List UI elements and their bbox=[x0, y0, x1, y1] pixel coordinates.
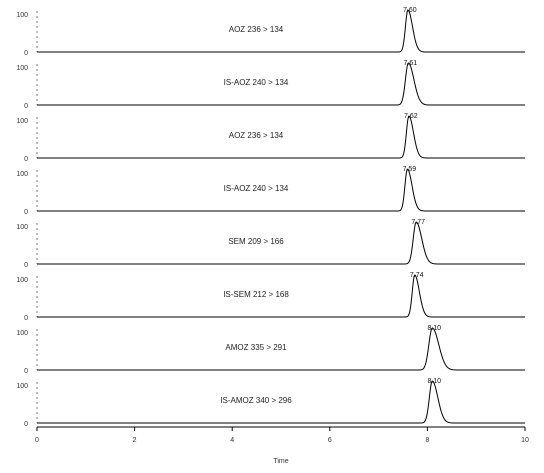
peak-time-label: 7.60 bbox=[403, 7, 417, 14]
trace-line bbox=[37, 168, 525, 212]
trace-line bbox=[37, 221, 525, 265]
peak-time-label: 7.62 bbox=[404, 113, 418, 120]
trace-line bbox=[37, 9, 525, 53]
transition-label: SEM 209 > 166 bbox=[228, 237, 284, 246]
panel-ymin-label: 0 bbox=[24, 209, 28, 216]
peak-time-label: 7.74 bbox=[410, 272, 424, 279]
panel-ymin-label: 0 bbox=[24, 50, 28, 57]
x-tick-label: 10 bbox=[521, 437, 529, 444]
panel-8: 100 0 8.10 IS-AMOZ 340 > 296 bbox=[16, 378, 525, 428]
panels-group: 100 0 7.60 AOZ 236 > 134 100 0 7.61 IS-AOZ 240 … bbox=[16, 7, 525, 428]
panel-ymin-label: 0 bbox=[24, 156, 28, 163]
transition-label: AOZ 236 > 134 bbox=[229, 25, 284, 34]
panel-4: 100 0 7.59 IS-AOZ 240 > 134 bbox=[16, 166, 525, 216]
x-tick-label: 4 bbox=[230, 437, 234, 444]
transition-label: IS-AOZ 240 > 134 bbox=[224, 184, 289, 193]
x-axis: 0 2 4 6 8 10 Time bbox=[35, 426, 529, 465]
panel-3: 100 0 7.62 AOZ 236 > 134 bbox=[16, 113, 525, 163]
panel-7: 100 0 8.10 AMOZ 335 > 291 bbox=[16, 325, 525, 375]
panel-5: 100 0 7.77 SEM 209 > 166 bbox=[16, 219, 525, 269]
panel-ymax-label: 100 bbox=[16, 330, 28, 337]
panel-6: 100 0 7.74 IS-SEM 212 > 168 bbox=[16, 272, 525, 322]
transition-label: IS-AMOZ 340 > 296 bbox=[220, 396, 292, 405]
transition-label: AMOZ 335 > 291 bbox=[225, 343, 287, 352]
panel-ymin-label: 0 bbox=[24, 103, 28, 110]
panel-ymin-label: 0 bbox=[24, 262, 28, 269]
panel-ymax-label: 100 bbox=[16, 65, 28, 72]
panel-ymax-label: 100 bbox=[16, 12, 28, 19]
trace-line bbox=[37, 62, 525, 106]
x-tick-label: 2 bbox=[133, 437, 137, 444]
panel-1: 100 0 7.60 AOZ 236 > 134 bbox=[16, 7, 525, 57]
panel-ymin-label: 0 bbox=[24, 315, 28, 322]
panel-ymax-label: 100 bbox=[16, 224, 28, 231]
x-tick-label: 0 bbox=[35, 437, 39, 444]
x-tick-label: 6 bbox=[328, 437, 332, 444]
transition-label: IS-AOZ 240 > 134 bbox=[224, 78, 289, 87]
panel-ymax-label: 100 bbox=[16, 118, 28, 125]
panel-2: 100 0 7.61 IS-AOZ 240 > 134 bbox=[16, 60, 525, 110]
panel-ymin-label: 0 bbox=[24, 368, 28, 375]
panel-ymax-label: 100 bbox=[16, 277, 28, 284]
transition-label: IS-SEM 212 > 168 bbox=[223, 290, 289, 299]
trace-line bbox=[37, 327, 525, 371]
x-tick-label: 8 bbox=[425, 437, 429, 444]
peak-time-label: 7.61 bbox=[404, 60, 418, 67]
trace-line bbox=[37, 115, 525, 159]
x-ticks: 0 2 4 6 8 10 bbox=[35, 427, 529, 444]
trace-line bbox=[37, 380, 525, 424]
peak-time-label: 8.10 bbox=[427, 378, 441, 385]
peak-time-label: 8.10 bbox=[427, 325, 441, 332]
peak-time-label: 7.77 bbox=[411, 219, 425, 226]
trace-line bbox=[37, 274, 525, 318]
panel-ymax-label: 100 bbox=[16, 171, 28, 178]
panel-ymax-label: 100 bbox=[16, 383, 28, 390]
transition-label: AOZ 236 > 134 bbox=[229, 131, 284, 140]
x-axis-label: Time bbox=[273, 458, 288, 465]
peak-time-label: 7.59 bbox=[403, 166, 417, 173]
panel-ymin-label: 0 bbox=[24, 421, 28, 428]
